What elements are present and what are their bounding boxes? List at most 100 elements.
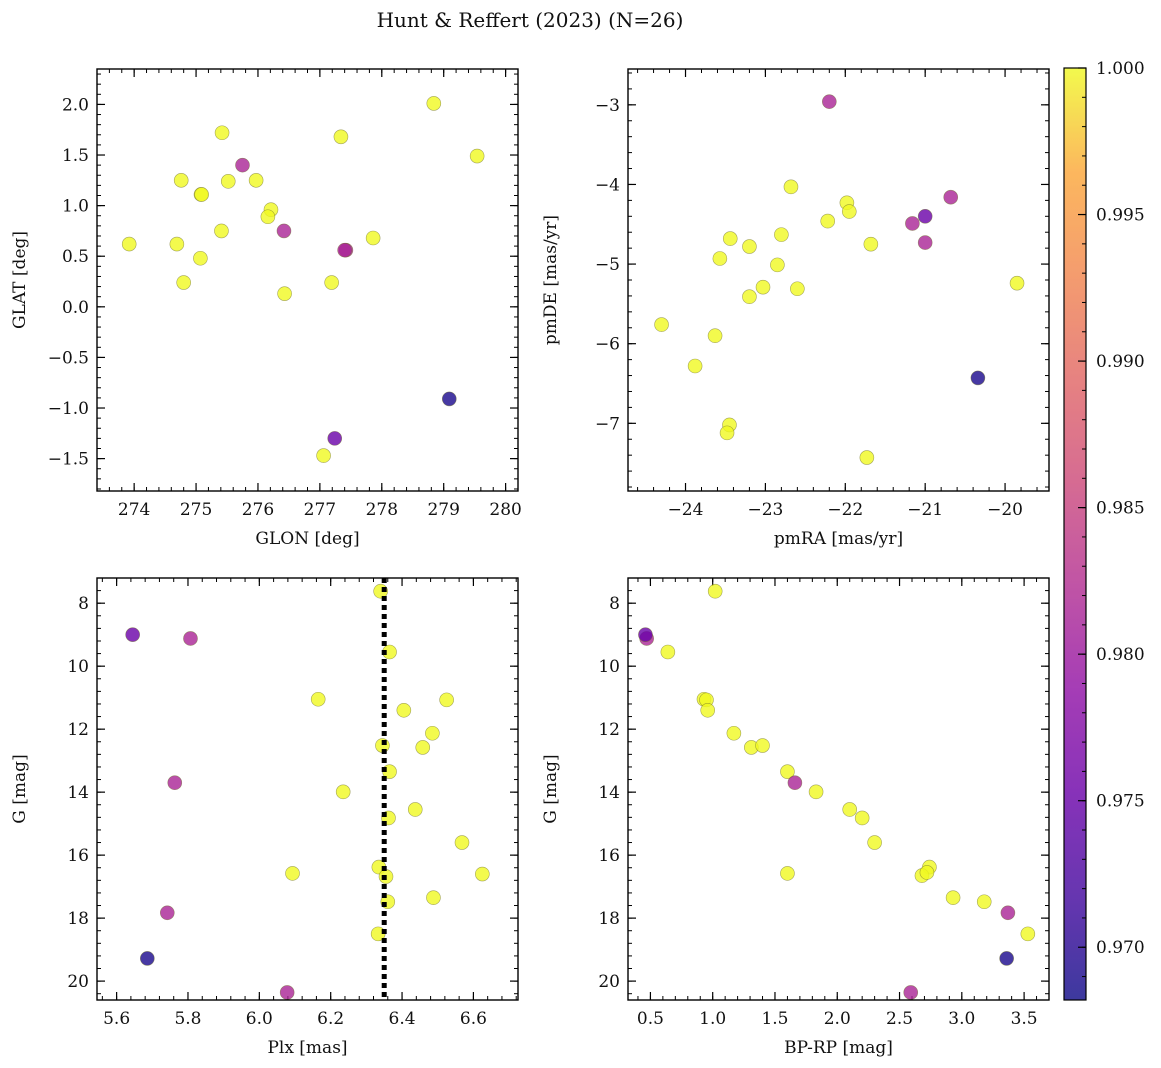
y-tick-label: 18 [598, 909, 620, 929]
data-point [310, 691, 326, 707]
data-point [425, 725, 440, 741]
y-tick-label: 1.5 [62, 146, 89, 166]
data-point [945, 890, 961, 905]
data-point [173, 173, 189, 188]
data-point [469, 148, 485, 164]
data-point [426, 96, 442, 111]
data-point [707, 583, 723, 599]
x-tick-label: 1.0 [699, 1009, 726, 1029]
data-point [755, 279, 771, 295]
data-point [335, 784, 351, 800]
data-point [903, 985, 919, 1000]
data-point [722, 231, 738, 246]
data-point [1009, 275, 1025, 291]
data-point [176, 275, 191, 290]
data-point [774, 227, 789, 242]
data-point [808, 784, 824, 800]
data-point [742, 289, 757, 305]
data-point [441, 391, 457, 407]
data-point [193, 250, 208, 266]
data-point [790, 281, 805, 297]
data-point [183, 631, 198, 646]
y-tick-label: −5 [595, 255, 620, 275]
x-tick-label: 1.5 [761, 1009, 788, 1029]
data-point [742, 239, 757, 254]
y-tick-label: 8 [78, 594, 89, 614]
y-tick-label: −6 [595, 335, 620, 355]
x-tick-label: 275 [180, 500, 212, 520]
x-tick-label: 3.5 [1011, 1009, 1038, 1029]
data-point [755, 738, 770, 753]
data-point [999, 951, 1014, 966]
data-point [919, 865, 935, 880]
y-tick-label: 8 [609, 594, 620, 614]
data-point [787, 775, 803, 791]
y-tick-label: 16 [67, 846, 89, 866]
data-point [316, 448, 331, 463]
data-point [719, 425, 735, 441]
y-tick-label: −1.0 [48, 399, 89, 419]
x-axis-label: GLON [deg] [255, 529, 359, 549]
colorbar-tick-label: 1.000 [1096, 59, 1145, 79]
data-point [943, 189, 959, 205]
data-point [841, 204, 857, 219]
axes-frame [96, 577, 519, 1001]
data-point [1000, 905, 1016, 921]
data-point [859, 450, 875, 465]
x-tick-label: −20 [987, 500, 1023, 520]
panel-glon-glat: 274 275 276 277 278 279 280 −1.5 −1.0 −0.5 0.0 0.5 1… [10, 68, 522, 549]
data-point [475, 866, 490, 882]
data-point [687, 358, 703, 374]
colorbar-frame [1063, 67, 1087, 1001]
data-point [235, 157, 250, 173]
y-tick-label: −1.5 [48, 450, 89, 470]
x-tick-label: −21 [907, 500, 943, 520]
data-point [426, 890, 441, 905]
data-point [842, 802, 858, 817]
x-tick-label: −23 [747, 500, 783, 520]
colorbar-tick-label: 0.970 [1096, 938, 1145, 958]
panel-pmra-pmde: −24 −23 −22 −21 −20 −7 −6 −5 −4 −3 pmRA [mas/yr] pm… [541, 68, 1050, 549]
data-point [822, 94, 837, 109]
colorbar-tick-label: 0.990 [1096, 352, 1145, 372]
data-point [337, 242, 352, 258]
data-point [121, 236, 137, 252]
axes-frame [96, 68, 519, 492]
data-point [638, 627, 653, 642]
x-tick-label: 0.5 [637, 1009, 664, 1029]
data-point [279, 985, 295, 1000]
y-axis-label: G [mag] [10, 754, 30, 823]
y-tick-label: 12 [598, 720, 620, 740]
data-point [783, 179, 799, 195]
x-tick-label: 2.0 [824, 1009, 851, 1029]
data-point [654, 317, 669, 332]
data-point [780, 866, 795, 881]
y-tick-label: 16 [598, 846, 620, 866]
data-point [140, 951, 155, 966]
y-tick-label: 20 [67, 972, 89, 992]
data-point [214, 125, 230, 141]
panel-bprp-g: 0.5 1.0 1.5 2.0 2.5 3.0 3.5 8 10 12 14 16 18 20 BP-RP … [541, 577, 1050, 1058]
y-tick-label: 18 [67, 909, 89, 929]
data-point [700, 702, 716, 718]
x-tick-label: 278 [366, 500, 398, 520]
data-point [396, 702, 412, 718]
y-tick-label: −7 [595, 414, 620, 434]
data-point [194, 187, 209, 202]
data-point [780, 764, 795, 779]
data-point [220, 174, 236, 189]
y-tick-label: −4 [595, 175, 620, 195]
y-axis-label: G [mag] [541, 754, 561, 823]
y-tick-label: 2.0 [62, 95, 89, 115]
y-tick-label: 10 [598, 657, 620, 677]
data-point [285, 866, 300, 881]
y-tick-label: 12 [67, 720, 89, 740]
figure-title: Hunt & Reffert (2023) (N=26) [377, 8, 684, 32]
data-point [248, 173, 264, 188]
colorbar-ticks: 0.970 0.975 0.980 0.985 0.990 0.995 1.000 [1078, 59, 1145, 978]
data-point [707, 328, 723, 344]
data-point [327, 431, 343, 446]
data-point [854, 810, 870, 826]
data-point [277, 286, 292, 301]
